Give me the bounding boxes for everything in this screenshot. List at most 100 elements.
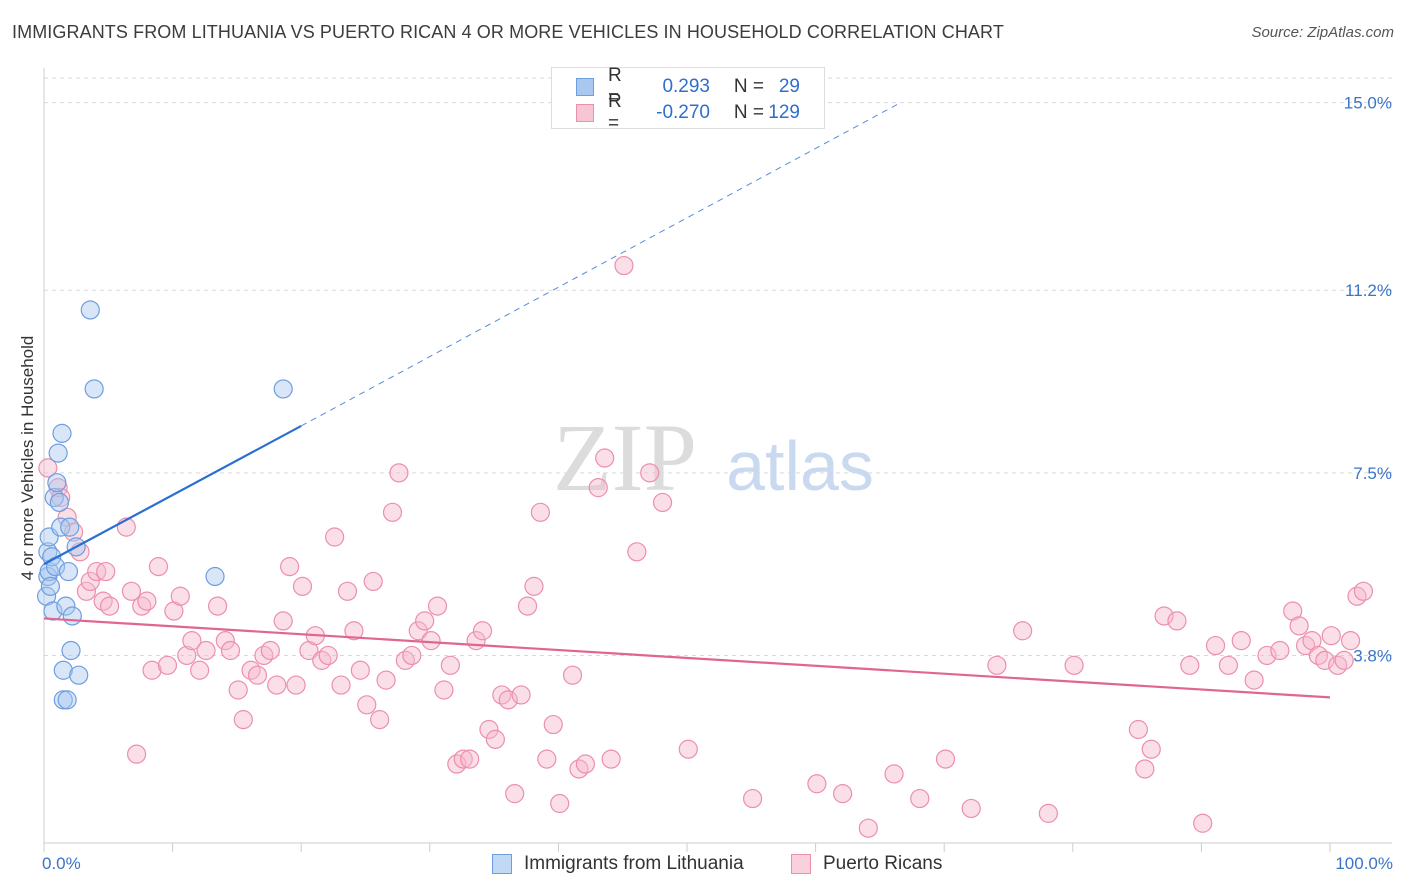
puerto-rican-point (427, 596, 448, 616)
puerto-rican-point (286, 675, 306, 695)
puerto-rican-point (807, 774, 827, 794)
puerto-rican-point (254, 645, 274, 666)
puerto-rican-point (76, 581, 97, 601)
lithuania-point (52, 423, 72, 443)
watermark: ZIP atlas (553, 404, 874, 511)
legend-n-value: 29 (778, 76, 800, 97)
lithuania-point (56, 596, 76, 616)
puerto-rican-point (1205, 635, 1226, 656)
puerto-rican-point (190, 660, 210, 680)
puerto-rican-point (543, 714, 563, 735)
watermark-zip: ZIP (553, 404, 697, 511)
puerto-rican-point (440, 655, 460, 675)
correlation-legend: R = 0.293 N = 29 R = -0.270 N = 129 (551, 65, 825, 134)
puerto-rican-point (389, 463, 409, 483)
bottom-legend-lithuania: Immigrants from Lithuania (492, 852, 744, 876)
puerto-rican-point (1334, 650, 1354, 670)
puerto-rican-point (1315, 650, 1335, 670)
puerto-rican-point (1321, 626, 1341, 646)
puerto-rican-point (1244, 670, 1264, 690)
bottom-legend-swatch-pink (791, 854, 811, 874)
puerto-rican-point (537, 749, 557, 769)
puerto-rican-point (472, 621, 493, 641)
puerto-rican-point (148, 557, 169, 577)
puerto-rican-point (1167, 611, 1187, 631)
puerto-rican-point (1289, 616, 1309, 636)
puerto-rican-point (96, 561, 116, 582)
y-tick-label: 3.8% (1353, 646, 1392, 665)
chart-title: IMMIGRANTS FROM LITHUANIA VS PUERTO RICA… (12, 22, 1004, 42)
puerto-rican-point (1193, 813, 1213, 833)
lithuania-point (273, 379, 293, 399)
puerto-rican-point (550, 793, 570, 814)
lithuania-point (205, 566, 225, 587)
puerto-rican-point (1231, 631, 1251, 651)
puerto-rican-point (562, 665, 583, 685)
puerto-rican-point (858, 818, 878, 838)
puerto-rican-point (337, 581, 358, 601)
puerto-rican-point (1135, 759, 1155, 779)
bottom-legend-puerto-ricans: Puerto Ricans (791, 852, 942, 876)
puerto-rican-point (833, 784, 853, 804)
legend-r-label: R = (608, 65, 622, 108)
legend-r-value: -0.270 (656, 102, 710, 123)
puerto-rican-point (376, 670, 396, 690)
puerto-rican-point (1270, 640, 1290, 661)
puerto-rican-point (742, 788, 763, 809)
puerto-rican-point (170, 586, 190, 606)
lithuania-point (69, 665, 89, 685)
puerto-rican-point (460, 749, 480, 769)
puerto-rican-point (395, 650, 415, 670)
lithuania-point (47, 473, 67, 493)
puerto-rican-point (575, 754, 596, 774)
trend-lines (43, 102, 1331, 699)
puerto-rican-point (1257, 645, 1277, 666)
puerto-rican-point (1154, 606, 1174, 626)
lithuania-trend-line (43, 424, 302, 566)
puerto-rican-point (157, 655, 178, 675)
puerto-rican-point (453, 749, 473, 769)
legend-swatch-pink (576, 104, 594, 122)
legend-n-label: N = (733, 102, 764, 123)
legend-n-value: 129 (768, 102, 800, 123)
legend-r-value: 0.293 (662, 76, 710, 97)
lithuania-point (58, 561, 79, 582)
puerto-rican-point (987, 655, 1007, 675)
puerto-rican-point (1064, 655, 1084, 675)
bottom-legend-swatch-blue (492, 854, 512, 874)
puerto-rican-point (910, 788, 930, 809)
legend-row-lithuania: R = 0.293 N = 29 (576, 65, 800, 108)
puerto-rican-point (505, 784, 525, 804)
grid-lines (44, 77, 1392, 656)
puerto-rican-point (318, 645, 338, 666)
puerto-rican-point (1218, 655, 1239, 675)
legend-swatch-blue (576, 78, 594, 96)
puerto-rican-point (1295, 635, 1316, 656)
puerto-rican-point (595, 448, 615, 468)
puerto-rican-point (142, 660, 162, 680)
legend-row-puerto-ricans: R = -0.270 N = 129 (576, 91, 800, 134)
puerto-rican-point (884, 764, 904, 784)
puerto-rican-point (524, 576, 544, 596)
puerto-rican-point (331, 675, 351, 695)
puerto-rican-point (121, 581, 142, 601)
puerto-rican-point (344, 621, 364, 641)
tick-labels: 3.8% 7.5% 11.2% 15.0% 0.0% 100.0% (42, 94, 1393, 873)
x-tick-label: 0.0% (42, 854, 81, 873)
puerto-rican-point (569, 759, 589, 779)
puerto-rican-point (421, 631, 441, 651)
y-tick-label: 11.2% (1345, 281, 1392, 300)
puerto-rican-trend-line (43, 617, 1331, 699)
puerto-rican-point (220, 640, 241, 661)
puerto-rican-point (961, 798, 981, 819)
lithuania-point (62, 606, 82, 626)
puerto-rican-point (492, 685, 512, 705)
puerto-rican-point (260, 640, 280, 661)
puerto-rican-point (640, 463, 660, 483)
puerto-rican-point (247, 665, 268, 685)
puerto-rican-point (485, 729, 505, 749)
puerto-rican-point (312, 650, 332, 670)
puerto-rican-point (1013, 621, 1033, 641)
puerto-rican-point (1328, 655, 1348, 675)
